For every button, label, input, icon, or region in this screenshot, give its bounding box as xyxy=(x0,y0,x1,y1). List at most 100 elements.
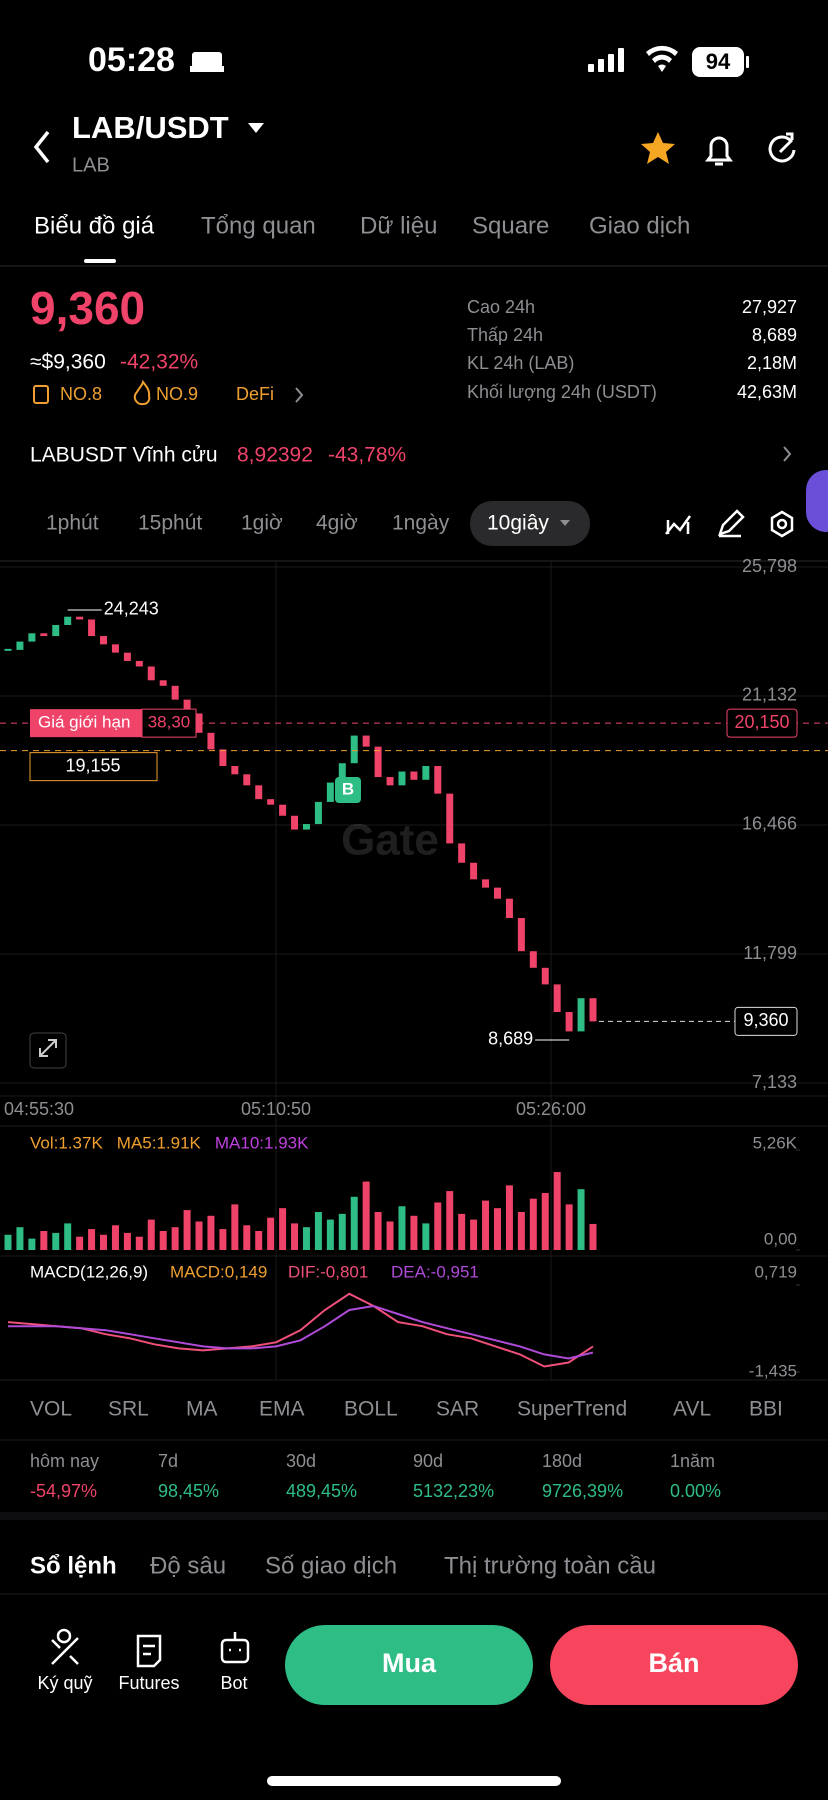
interval-pill[interactable] xyxy=(470,501,590,546)
candle xyxy=(398,771,406,786)
candle xyxy=(111,644,119,653)
interval[interactable]: 4giờ xyxy=(316,512,358,535)
chart-tools[interactable] xyxy=(665,509,794,538)
indicator-tab[interactable]: MA xyxy=(186,1398,218,1421)
candle xyxy=(374,746,382,778)
indicator-tab[interactable]: BBI xyxy=(749,1398,783,1421)
limit-title-box[interactable] xyxy=(30,709,142,738)
tag[interactable]: NO.8 xyxy=(60,384,102,404)
order-tab[interactable]: Số giao dịch xyxy=(265,1552,397,1579)
status-icons xyxy=(190,45,749,77)
volume-bar xyxy=(195,1221,203,1250)
candle xyxy=(410,771,418,780)
volume-bar xyxy=(470,1219,478,1250)
bottom-item[interactable]: Bot xyxy=(220,1673,247,1693)
candle xyxy=(40,633,48,637)
volume-bar xyxy=(231,1204,239,1250)
stat-value: 8,689 xyxy=(752,325,797,345)
y-tick-label: 21,132 xyxy=(742,685,797,705)
tab[interactable]: Dữ liệu xyxy=(360,212,437,239)
favorite-star[interactable] xyxy=(641,132,675,164)
volume-bar xyxy=(159,1230,167,1250)
volume-bar xyxy=(28,1238,36,1250)
buy-marker-box xyxy=(335,777,361,803)
indicator-tab[interactable]: BOLL xyxy=(344,1398,398,1421)
perpetual-chevron[interactable] xyxy=(783,446,792,462)
candle xyxy=(255,785,263,800)
interval[interactable]: 15phút xyxy=(138,512,202,535)
perpetual-name[interactable]: LABUSDT Vĩnh cửu xyxy=(30,444,218,467)
tab[interactable]: Biểu đồ giá xyxy=(34,212,155,239)
indicator-tab[interactable]: AVL xyxy=(673,1398,711,1421)
back-button[interactable] xyxy=(33,130,50,164)
volume-bar xyxy=(326,1219,334,1250)
interval[interactable]: 1giờ xyxy=(241,512,283,535)
stat-label: KL 24h (LAB) xyxy=(467,353,574,373)
indicator-tab[interactable]: SRL xyxy=(108,1398,149,1421)
volume-bar xyxy=(386,1221,394,1250)
candle xyxy=(577,998,585,1032)
candle xyxy=(553,984,561,1013)
position-box xyxy=(29,752,158,782)
performance-change: 98,45% xyxy=(158,1481,219,1501)
home-indicator xyxy=(267,1776,561,1786)
tag[interactable]: NO.9 xyxy=(156,384,198,404)
sell-button[interactable] xyxy=(550,1625,798,1705)
volume-bar xyxy=(374,1211,382,1250)
volume-bar xyxy=(207,1215,215,1250)
header-icons[interactable] xyxy=(33,123,796,166)
interval[interactable]: 10giây xyxy=(487,512,549,535)
floating-bubble[interactable] xyxy=(806,470,828,532)
bottom-item[interactable]: Futures xyxy=(118,1673,179,1693)
candle xyxy=(52,624,60,637)
volume-bar xyxy=(267,1217,275,1250)
stat-value: 27,927 xyxy=(742,297,797,317)
volume-bar xyxy=(565,1204,573,1250)
pair-base: LAB xyxy=(72,154,110,176)
perpetual-change: -43,78% xyxy=(328,444,406,467)
section-gap xyxy=(0,1512,828,1520)
candle xyxy=(100,636,108,645)
bottom-item[interactable]: Ký quỹ xyxy=(37,1673,92,1693)
pair-dropdown[interactable] xyxy=(248,123,264,133)
last-price-tag: 9,360 xyxy=(743,1010,788,1030)
stat-label: Khối lượng 24h (USDT) xyxy=(467,382,657,402)
candle xyxy=(16,641,24,650)
candle xyxy=(219,749,227,766)
expand-button[interactable] xyxy=(29,1032,67,1069)
volume-bar xyxy=(529,1198,537,1250)
order-tab[interactable]: Sổ lệnh xyxy=(30,1552,117,1579)
buy-label: Mua xyxy=(382,1648,437,1678)
indicator-tab[interactable]: EMA xyxy=(259,1398,305,1421)
volume-bar xyxy=(493,1208,501,1250)
volume-bar xyxy=(40,1230,48,1250)
candle xyxy=(338,763,346,783)
last-price: 9,360 xyxy=(30,282,145,334)
indicator-tab[interactable]: SAR xyxy=(436,1398,479,1421)
stat-value: 42,63M xyxy=(737,382,797,402)
order-tab[interactable]: Thị trường toàn cầu xyxy=(444,1552,656,1579)
tab[interactable]: Giao dịch xyxy=(589,212,690,239)
bottom-icons[interactable] xyxy=(51,1628,250,1668)
tab[interactable]: Tổng quan xyxy=(201,212,316,239)
candle xyxy=(64,616,72,625)
refresh[interactable] xyxy=(768,132,796,163)
alert-bell[interactable] xyxy=(705,136,733,166)
volume-bar xyxy=(458,1213,466,1250)
limit-amount-box xyxy=(141,708,197,738)
interval[interactable]: 1phút xyxy=(46,512,99,535)
tag[interactable]: DeFi xyxy=(236,384,274,404)
performance-period: 90d xyxy=(413,1451,443,1471)
performance-period: hôm nay xyxy=(30,1451,99,1471)
volume-bar xyxy=(577,1189,585,1250)
indicator-tab[interactable]: SuperTrend xyxy=(517,1398,627,1421)
volume-bar xyxy=(541,1192,549,1250)
performance-period: 180d xyxy=(542,1451,582,1471)
tab[interactable]: Square xyxy=(472,212,549,239)
indicator-tab[interactable]: VOL xyxy=(30,1398,72,1421)
macd-axis-label: 0,719 xyxy=(754,1262,797,1281)
interval[interactable]: 1ngày xyxy=(392,512,450,535)
candle xyxy=(243,774,251,786)
buy-button[interactable] xyxy=(285,1625,533,1705)
order-tab[interactable]: Độ sâu xyxy=(150,1552,226,1579)
